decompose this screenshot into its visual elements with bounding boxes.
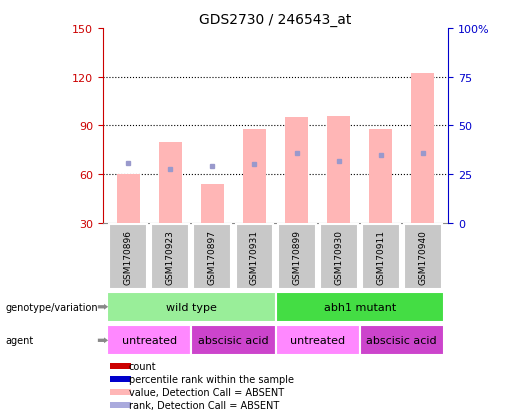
Text: wild type: wild type xyxy=(166,302,217,312)
Text: GSM170940: GSM170940 xyxy=(418,230,427,284)
Bar xyxy=(151,225,190,289)
Bar xyxy=(109,225,147,289)
Text: agent: agent xyxy=(5,335,33,345)
Bar xyxy=(110,363,131,370)
Bar xyxy=(276,325,359,356)
Text: GSM170899: GSM170899 xyxy=(292,230,301,284)
Bar xyxy=(110,376,131,382)
Bar xyxy=(117,175,140,223)
Bar xyxy=(404,225,442,289)
Bar xyxy=(159,142,182,223)
Bar xyxy=(285,118,308,223)
Text: GSM170897: GSM170897 xyxy=(208,230,217,284)
Bar xyxy=(359,325,444,356)
Text: GSM170896: GSM170896 xyxy=(124,230,133,284)
Text: GSM170931: GSM170931 xyxy=(250,230,259,284)
Bar xyxy=(243,129,266,223)
Text: genotype/variation: genotype/variation xyxy=(5,302,98,312)
Text: value, Detection Call = ABSENT: value, Detection Call = ABSENT xyxy=(129,387,284,397)
Bar xyxy=(278,225,316,289)
Text: abscisic acid: abscisic acid xyxy=(198,335,269,345)
Text: untreated: untreated xyxy=(290,335,345,345)
Bar xyxy=(201,185,224,223)
Bar xyxy=(362,225,400,289)
Bar xyxy=(110,389,131,395)
Text: rank, Detection Call = ABSENT: rank, Detection Call = ABSENT xyxy=(129,400,279,410)
Bar xyxy=(276,292,444,322)
Title: GDS2730 / 246543_at: GDS2730 / 246543_at xyxy=(199,12,352,26)
Text: percentile rank within the sample: percentile rank within the sample xyxy=(129,375,294,385)
Bar xyxy=(235,225,273,289)
Bar xyxy=(192,325,276,356)
Bar xyxy=(107,292,276,322)
Text: abh1 mutant: abh1 mutant xyxy=(323,302,396,312)
Bar xyxy=(411,74,434,223)
Bar xyxy=(320,225,357,289)
Text: untreated: untreated xyxy=(122,335,177,345)
Bar xyxy=(110,402,131,408)
Bar xyxy=(194,225,231,289)
Text: abscisic acid: abscisic acid xyxy=(367,335,437,345)
Text: GSM170911: GSM170911 xyxy=(376,230,385,284)
Bar xyxy=(327,116,350,223)
Bar xyxy=(107,325,192,356)
Text: GSM170930: GSM170930 xyxy=(334,230,343,284)
Bar xyxy=(369,129,392,223)
Text: count: count xyxy=(129,361,157,371)
Text: GSM170923: GSM170923 xyxy=(166,230,175,284)
